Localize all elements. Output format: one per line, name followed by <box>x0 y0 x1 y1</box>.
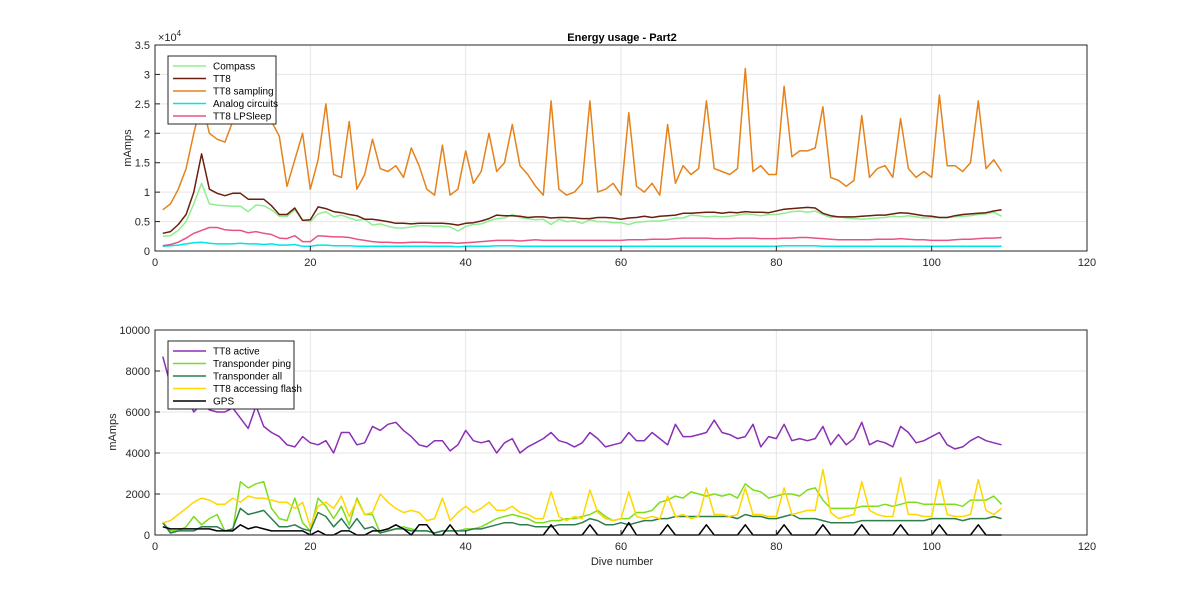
top-x-tick-labels: 0 20 40 60 80 100 120 <box>152 246 1096 269</box>
series-line-tt8-active <box>162 356 1002 454</box>
x-tick-label: 0 <box>152 541 158 553</box>
series-line-tt8-accessing-flash <box>162 468 1003 528</box>
y-tick-label: 4000 <box>126 448 150 460</box>
y-tick-label: 0.5 <box>135 217 150 229</box>
y-exponent-base: ×10 <box>158 32 177 44</box>
legend-entry: Transponder all <box>213 372 282 383</box>
bottom-x-tick-labels: 0 20 40 60 80 100 120 <box>152 530 1096 553</box>
x-tick-label: 40 <box>460 541 472 553</box>
legend-entry: TT8 active <box>213 347 260 358</box>
legend-box <box>167 55 277 125</box>
chart-title: Energy usage - Part2 <box>567 32 676 44</box>
top-series-lines <box>162 67 1003 248</box>
bottom-series-lines <box>162 356 1003 536</box>
energy-usage-top-panel: 0 20 40 60 80 100 120 0 0.5 1 1.5 2 2.5 3 3.5 Energy … <box>122 29 1096 269</box>
legend-box <box>167 340 295 410</box>
bottom-y-axis-label: mAmps <box>107 413 119 451</box>
y-tick-label: 1.5 <box>135 158 150 170</box>
x-tick-label: 120 <box>1078 257 1096 269</box>
x-tick-label: 80 <box>770 541 782 553</box>
y-tick-label: 3 <box>144 69 150 81</box>
legend-entry: TT8 <box>213 74 231 85</box>
bottom-y-tick-labels: 0 2000 4000 6000 8000 10000 <box>119 325 160 542</box>
y-exponent-label: ×104 <box>158 29 182 44</box>
y-tick-label: 2000 <box>126 489 150 501</box>
x-tick-label: 100 <box>922 257 940 269</box>
x-tick-label: 80 <box>770 257 782 269</box>
y-tick-label: 1 <box>144 187 150 199</box>
y-tick-label: 8000 <box>126 366 150 378</box>
series-line-tt8 <box>162 153 1002 235</box>
legend-entry: GPS <box>213 397 234 408</box>
x-tick-label: 20 <box>304 541 316 553</box>
y-tick-label: 2 <box>144 128 150 140</box>
y-tick-label: 10000 <box>119 325 150 337</box>
series-line-transponder-all <box>162 507 1002 534</box>
x-tick-label: 20 <box>304 257 316 269</box>
series-line-tt8-lpsleep <box>162 226 1002 247</box>
series-line-analog-circuits <box>162 241 1002 248</box>
top-y-tick-labels: 0 0.5 1 1.5 2 2.5 3 3.5 <box>135 40 160 258</box>
x-tick-label: 60 <box>615 541 627 553</box>
y-tick-label: 0 <box>144 246 150 258</box>
x-axis-label: Dive number <box>591 556 654 568</box>
legend-entry: Transponder ping <box>213 359 291 370</box>
y-tick-label: 0 <box>144 530 150 542</box>
legend-entry: TT8 LPSleep <box>213 112 272 123</box>
legend-entry: Compass <box>213 62 255 73</box>
legend-entry: TT8 accessing flash <box>213 384 302 395</box>
x-tick-label: 0 <box>152 257 158 269</box>
y-exponent-power: 4 <box>177 29 182 38</box>
y-tick-label: 6000 <box>126 407 150 419</box>
x-tick-label: 100 <box>922 541 940 553</box>
y-tick-label: 2.5 <box>135 99 150 111</box>
series-line-tt8-sampling <box>162 67 1003 211</box>
top-y-axis-label: mAmps <box>122 129 134 167</box>
x-tick-label: 60 <box>615 257 627 269</box>
x-tick-label: 40 <box>460 257 472 269</box>
x-tick-label: 120 <box>1078 541 1096 553</box>
y-tick-label: 3.5 <box>135 40 150 52</box>
energy-usage-bottom-panel: 0 20 40 60 80 100 120 0 2000 4000 6000 8000 10000 D… <box>107 325 1096 568</box>
legend-entry: TT8 sampling <box>213 87 274 98</box>
legend-entry: Analog circuits <box>213 99 278 110</box>
